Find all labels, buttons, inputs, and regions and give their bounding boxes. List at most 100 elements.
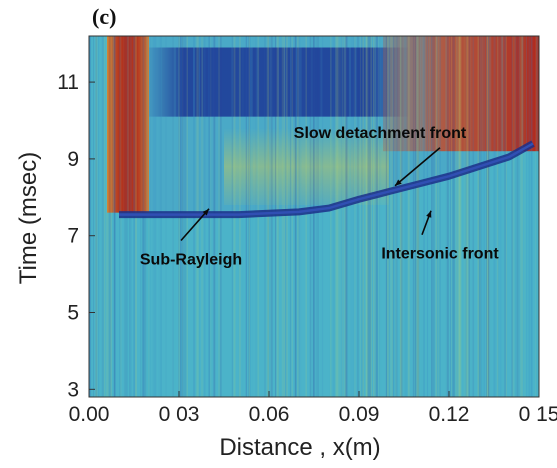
texture-streak (485, 36, 487, 397)
texture-streak (98, 36, 100, 397)
texture-streak (313, 36, 316, 397)
texture-streak (426, 36, 428, 397)
texture-streak (336, 36, 340, 397)
panel-label: (c) (92, 4, 116, 29)
rupture-front-core (119, 142, 534, 216)
texture-streak (520, 36, 522, 397)
texture-streak (427, 36, 428, 397)
texture-streak (488, 36, 489, 397)
texture-streak (404, 36, 406, 397)
texture-streak (459, 36, 461, 397)
annotation-label: Slow detachment front (294, 125, 467, 142)
texture-streak (93, 36, 94, 397)
texture-streak (113, 36, 115, 397)
texture-streak (395, 36, 397, 397)
texture-streak (291, 36, 293, 397)
cold-band (143, 47, 410, 117)
texture-streak (380, 36, 382, 397)
texture-streak (511, 36, 514, 397)
texture-streak (365, 36, 367, 397)
texture-streak (375, 36, 378, 397)
texture-streak (421, 36, 423, 397)
texture-streak (435, 36, 438, 397)
texture-streak (103, 36, 105, 397)
texture-streak (294, 36, 297, 397)
texture-streak (487, 36, 490, 397)
texture-streak (348, 36, 351, 397)
texture-streak (524, 36, 526, 397)
texture-streak (353, 36, 355, 397)
texture-streak (472, 36, 475, 397)
texture-streak (407, 36, 410, 397)
texture-streak (535, 36, 537, 397)
texture-streak (290, 36, 292, 397)
x-axis: 0.00 0 03 0.06 0.09 0.12 0 15 (69, 391, 557, 426)
texture-streak (483, 36, 485, 397)
texture-streak (431, 36, 433, 397)
texture-streak (480, 36, 481, 397)
texture-streak (371, 36, 372, 397)
texture-streak (341, 36, 344, 397)
texture-streak (290, 36, 291, 397)
texture-streak (493, 36, 496, 397)
texture-streak (95, 36, 98, 397)
texture-streak (536, 36, 538, 397)
texture-streak (435, 36, 439, 397)
texture-streak (277, 36, 279, 397)
texture-streak (525, 36, 528, 397)
texture-streak (335, 36, 338, 397)
texture-streak (514, 36, 517, 397)
texture-streak (114, 36, 116, 397)
texture-streak (457, 36, 460, 397)
texture-streak (463, 36, 465, 397)
texture-streak (294, 36, 296, 397)
texture-streak (400, 36, 403, 397)
texture-streak (498, 36, 499, 397)
texture-streak (450, 36, 452, 397)
texture-streak (107, 36, 110, 397)
texture-streak (297, 36, 301, 397)
texture-streak (452, 36, 455, 397)
texture-streak (465, 36, 467, 397)
texture-streak (405, 36, 407, 397)
texture-streak (478, 36, 481, 397)
texture-streak (320, 36, 323, 397)
texture-streak (311, 36, 313, 397)
texture-streak (417, 36, 420, 397)
texture-streak (504, 36, 507, 397)
texture-streak (350, 36, 353, 397)
texture-streak (331, 36, 333, 397)
x-tick-label: 0.00 (69, 403, 110, 426)
texture-streak (482, 36, 484, 397)
texture-streak (281, 36, 283, 397)
annotation-arrowhead (395, 179, 402, 186)
texture-streak (487, 36, 490, 397)
texture-streak (355, 36, 357, 397)
texture-streak (89, 36, 91, 397)
texture-streak (417, 36, 420, 397)
texture-streak (379, 36, 381, 397)
texture-streak (422, 36, 424, 397)
texture-streak (486, 36, 489, 397)
texture-streak (283, 36, 286, 397)
x-axis-title: Distance , x(m) (219, 434, 380, 461)
texture-streak (369, 36, 372, 397)
texture-streak (522, 36, 525, 397)
texture-streak (332, 36, 335, 397)
texture-streak (362, 36, 364, 397)
texture-streak (454, 36, 456, 397)
texture-streak (422, 36, 425, 397)
texture-streak (505, 36, 507, 397)
texture-streak (456, 36, 458, 397)
texture-streak (417, 36, 419, 397)
texture-streak (506, 36, 507, 397)
y-tick-label: 9 (67, 148, 79, 171)
annotations: Slow detachment front Sub-Rayleigh Interso… (140, 125, 499, 269)
texture-streak (400, 36, 403, 397)
texture-streak (330, 36, 332, 397)
texture-streak (489, 36, 492, 397)
texture-streak (520, 36, 523, 397)
texture-streak (419, 36, 422, 397)
texture-streak (297, 36, 300, 397)
texture-streak (316, 36, 318, 397)
